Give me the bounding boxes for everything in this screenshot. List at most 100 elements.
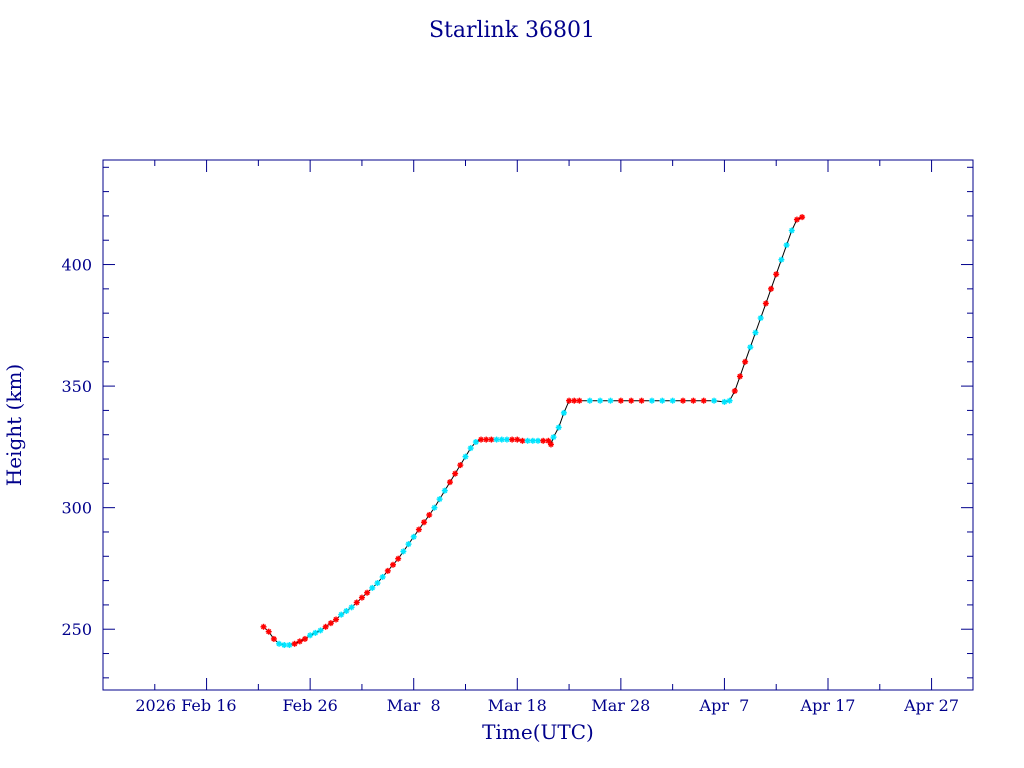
data-point [312,629,319,636]
data-point-stroke [597,398,603,404]
y-tick-label: 300 [61,499,92,518]
data-point [638,397,645,404]
data-point [788,227,795,234]
x-tick-label: Mar 28 [591,696,650,715]
data-point-stroke [478,436,484,443]
data-point-stroke [354,599,360,606]
data-point-stroke [297,638,303,644]
data-point-stroke [587,398,593,404]
data-point [519,437,526,444]
data-point-stroke [504,436,510,443]
data-point-stroke [783,242,790,248]
data-point-stroke [374,580,381,586]
data-point [648,397,655,404]
data-point [752,329,759,336]
data-point [555,424,562,431]
data-point-stroke [607,398,614,404]
data-point-stroke [437,496,443,502]
data-point [617,397,624,404]
data-point-stroke [468,445,474,451]
data-point [327,620,334,627]
data-point [757,315,764,322]
data-point-stroke [768,286,774,292]
data-point [571,397,578,404]
data-point [441,487,448,494]
data-point [576,397,583,404]
data-point-stroke [540,438,546,444]
data-point [773,271,780,278]
data-point-stroke [380,574,386,580]
data-point-stroke [302,636,308,642]
data-point-stroke [390,562,396,568]
data-point-stroke [525,438,531,444]
data-point [395,555,402,562]
x-tick-label: 2026 Feb 16 [135,696,236,715]
data-point [415,526,422,533]
data-point-stroke [789,227,795,234]
data-point-stroke [431,505,438,511]
data-point-stroke [763,300,769,307]
data-point [286,642,293,649]
data-point [783,242,790,249]
data-point [260,623,267,630]
data-point [333,616,340,623]
data-point [799,214,806,221]
data-point-stroke [659,398,665,404]
data-point-stroke [462,454,469,460]
data-point [514,436,521,443]
data-point [410,533,417,540]
data-point [493,436,500,443]
data-point-stroke [535,438,541,444]
data-point [566,397,573,404]
data-point-stroke [556,424,562,431]
data-point-stroke [752,330,759,336]
x-tick-label: Apr 27 [903,696,959,715]
data-point-stroke [571,398,577,404]
data-point-stroke [628,398,634,404]
data-point [426,511,433,518]
y-tick-label: 400 [61,256,92,275]
y-axis-label: Height (km) [2,364,26,486]
data-point [291,640,298,647]
data-point-stroke [266,629,272,635]
data-point-stroke [499,436,505,443]
data-point [467,445,474,452]
data-point [421,519,428,526]
series-line [263,216,803,646]
data-point [628,397,635,404]
data-point-stroke [359,595,365,601]
data-point-stroke [411,534,417,540]
x-tick-label: Mar 18 [488,696,547,715]
data-point-stroke [426,512,432,518]
data-point-stroke [690,398,696,404]
data-point-stroke [457,462,463,468]
data-point-stroke [778,257,784,263]
data-point-stroke [348,604,355,610]
data-point [472,439,479,446]
data-point [369,584,376,591]
data-point-stroke [566,398,572,404]
data-point-stroke [732,388,738,394]
data-point-stroke [400,548,406,555]
data-point-stroke [442,488,448,494]
data-point-stroke [473,439,479,445]
data-point-stroke [333,616,339,623]
data-point [379,573,386,580]
data-point [270,635,277,642]
data-point-stroke [509,436,515,443]
data-point [545,437,552,444]
data-point [400,548,407,555]
data-point [529,437,536,444]
data-point [778,256,785,263]
data-point-stroke [649,398,655,404]
data-point-stroke [514,436,520,443]
data-point [742,358,749,365]
data-point [307,632,314,639]
data-point [550,434,557,441]
data-point-stroke [369,585,375,591]
data-point [374,580,381,587]
data-point [721,398,728,405]
data-point-stroke [711,398,717,404]
data-point [747,344,754,351]
